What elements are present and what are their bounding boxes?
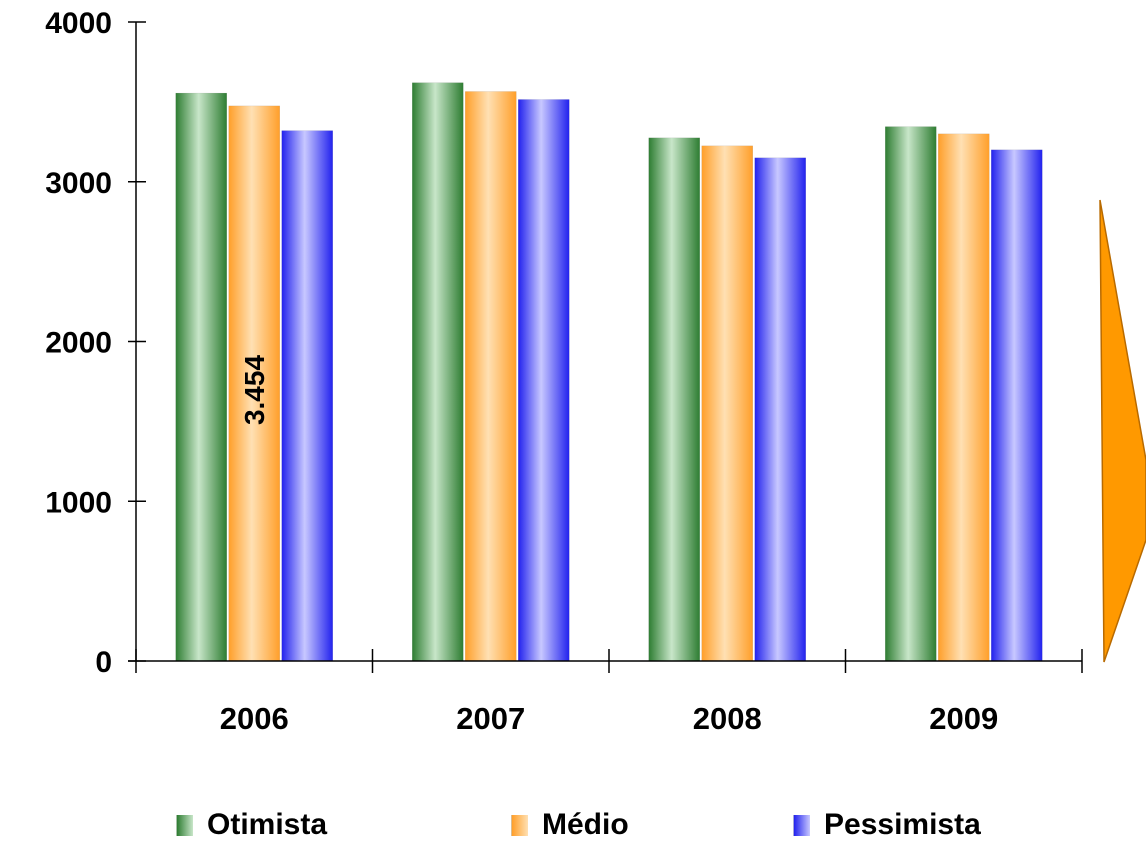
- y-tick-label: 0: [95, 646, 112, 679]
- legend-label-pessimista: Pessimista: [824, 808, 981, 841]
- legend-label-otimista: Otimista: [207, 808, 328, 841]
- bar-otimista-2007: [412, 82, 464, 662]
- y-tick-label: 2000: [45, 327, 112, 360]
- bar-chart: 0 1000 2000 3000 4000 2006 2007 2008 2009 3.454: [45, 7, 1146, 736]
- bar-otimista-2006: [175, 92, 227, 662]
- x-tick-label: 2006: [220, 701, 289, 736]
- x-tick-label: 2008: [693, 701, 762, 736]
- ticks-layer: 0 1000 2000 3000 4000: [45, 7, 1083, 679]
- bar-medio-2006: [228, 105, 280, 662]
- x-tick-label: 2007: [456, 701, 525, 736]
- legend-swatch-medio: [511, 814, 528, 836]
- y-tick-label: 4000: [45, 7, 112, 40]
- bar-pessimista-2009: [991, 149, 1043, 662]
- bars-layer: [175, 82, 1043, 662]
- y-tick-label: 1000: [45, 486, 112, 519]
- bar-pessimista-2008: [754, 157, 806, 662]
- bar-pessimista-2006: [281, 130, 333, 662]
- legend: Otimista Médio Pessimista: [0, 805, 1146, 845]
- bar-pessimista-2007: [518, 99, 570, 662]
- bar-medio-2009: [938, 133, 990, 662]
- bar-medio-2007: [465, 91, 517, 662]
- legend-item-otimista: Otimista: [176, 805, 327, 845]
- continuation-arrow-shape: [1099, 199, 1146, 663]
- bar-otimista-2009: [885, 126, 937, 662]
- legend-swatch-otimista: [176, 814, 193, 836]
- bar-otimista-2008: [648, 137, 700, 662]
- legend-item-pessimista: Pessimista: [793, 805, 981, 845]
- data-label-annotation: 3.454: [239, 355, 270, 425]
- bar-medio-2008: [701, 145, 753, 662]
- legend-swatch-pessimista: [793, 814, 810, 836]
- labels-layer: 2006 2007 2008 2009 3.454: [220, 355, 998, 736]
- x-tick-label: 2009: [929, 701, 998, 736]
- legend-label-medio: Médio: [542, 808, 629, 841]
- y-tick-label: 3000: [45, 167, 112, 200]
- legend-item-medio: Médio: [511, 805, 629, 845]
